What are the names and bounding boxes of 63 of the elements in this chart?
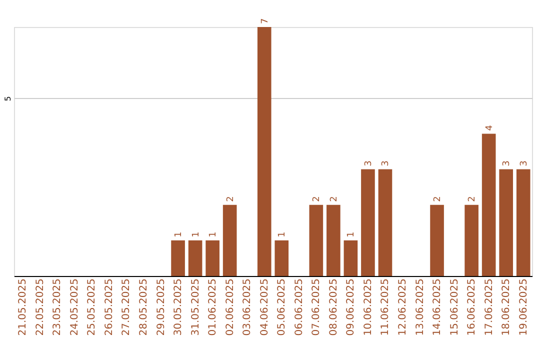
x-tick-label: 07.06.2025 — [311, 278, 322, 336]
x-tick-label: 19.06.2025 — [518, 278, 530, 336]
bar — [482, 134, 496, 276]
x-tick-label: 12.06.2025 — [398, 278, 408, 336]
x-tick-label: 30.05.2025 — [173, 278, 184, 336]
data-label: 3 — [381, 160, 392, 166]
data-label: 2 — [433, 196, 444, 202]
bar — [344, 240, 358, 276]
bar — [326, 204, 340, 276]
x-tick-label: 31.05.2025 — [190, 278, 202, 336]
bar — [378, 169, 392, 276]
bar — [361, 169, 375, 276]
bar — [516, 169, 530, 276]
x-tick-label: 08.06.2025 — [328, 278, 340, 336]
x-tick-label: 10.06.2025 — [362, 278, 374, 336]
data-label: 1 — [346, 232, 357, 238]
bar — [464, 204, 478, 276]
x-tick-label: 22.05.2025 — [34, 278, 46, 336]
x-tick-label: 29.05.2025 — [156, 278, 167, 336]
data-label: 2 — [226, 196, 236, 202]
data-label: 2 — [468, 196, 478, 202]
bar — [222, 204, 237, 276]
bar — [206, 240, 220, 276]
bar — [499, 169, 514, 276]
data-label: 2 — [329, 196, 340, 202]
x-tick-label: 02.06.2025 — [224, 278, 236, 336]
data-label: 1 — [191, 232, 202, 238]
data-label: 2 — [312, 196, 322, 202]
data-label: 1 — [208, 232, 219, 238]
bar — [171, 240, 185, 276]
x-tick-label: 03.06.2025 — [242, 278, 254, 336]
x-tick-label: 25.05.2025 — [86, 278, 98, 336]
x-tick-label: 06.06.2025 — [294, 278, 305, 336]
x-tick-label: 09.06.2025 — [346, 278, 357, 336]
x-tick-label: 23.05.2025 — [52, 278, 64, 336]
x-tick-label: 18.06.2025 — [501, 278, 512, 336]
bar — [274, 240, 289, 276]
x-tick-label: 14.06.2025 — [432, 278, 444, 336]
x-tick-label: 01.06.2025 — [208, 278, 219, 336]
data-label: 1 — [174, 232, 184, 238]
y-tick-label: 5 — [4, 96, 12, 102]
x-tick-label: 21.05.2025 — [18, 278, 29, 336]
bar — [430, 204, 444, 276]
x-tick-label: 27.05.2025 — [121, 278, 132, 336]
data-label: 3 — [519, 160, 530, 166]
x-tick-label: 17.06.2025 — [484, 278, 495, 336]
bar — [257, 27, 272, 276]
data-label: 7 — [260, 18, 270, 24]
x-tick-label: 24.05.2025 — [69, 278, 80, 336]
x-tick-label: 13.06.2025 — [414, 278, 426, 336]
x-tick-label: 16.06.2025 — [466, 278, 478, 336]
x-tick-label: 26.05.2025 — [104, 278, 115, 336]
bar — [309, 204, 324, 276]
data-label: 3 — [502, 160, 512, 166]
x-tick-label: 28.05.2025 — [138, 278, 150, 336]
x-tick-label: 04.06.2025 — [259, 278, 270, 336]
data-label: 4 — [484, 124, 495, 131]
data-label: 3 — [364, 160, 374, 166]
x-tick-label: 05.06.2025 — [276, 278, 288, 336]
bar — [188, 240, 202, 276]
data-label: 1 — [278, 232, 288, 238]
x-tick-label: 11.06.2025 — [380, 278, 392, 336]
x-tick-label: 15.06.2025 — [449, 278, 460, 336]
